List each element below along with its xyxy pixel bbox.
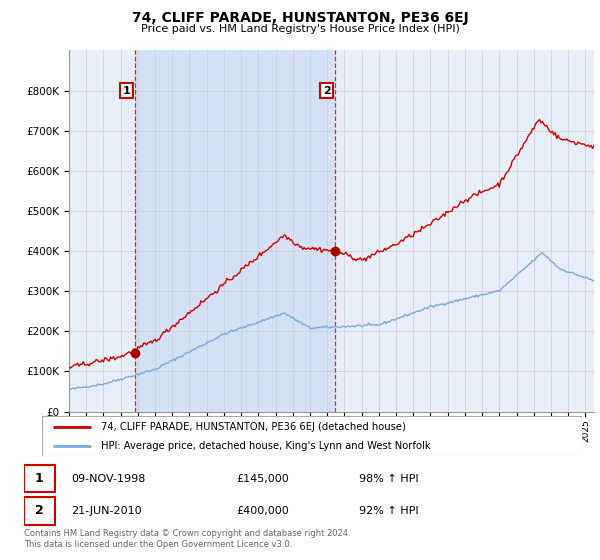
Text: 74, CLIFF PARADE, HUNSTANTON, PE36 6EJ: 74, CLIFF PARADE, HUNSTANTON, PE36 6EJ xyxy=(131,11,469,25)
Bar xyxy=(24,465,55,492)
Bar xyxy=(136,50,335,412)
Text: 1: 1 xyxy=(35,472,44,485)
Text: 92% ↑ HPI: 92% ↑ HPI xyxy=(359,506,418,516)
Text: HPI: Average price, detached house, King's Lynn and West Norfolk: HPI: Average price, detached house, King… xyxy=(101,441,431,451)
Text: Contains HM Land Registry data © Crown copyright and database right 2024.
This d: Contains HM Land Registry data © Crown c… xyxy=(24,529,350,549)
Text: Price paid vs. HM Land Registry's House Price Index (HPI): Price paid vs. HM Land Registry's House … xyxy=(140,24,460,34)
Text: 21-JUN-2010: 21-JUN-2010 xyxy=(71,506,142,516)
Text: 1: 1 xyxy=(123,86,131,96)
Text: 74, CLIFF PARADE, HUNSTANTON, PE36 6EJ (detached house): 74, CLIFF PARADE, HUNSTANTON, PE36 6EJ (… xyxy=(101,422,406,432)
Text: £400,000: £400,000 xyxy=(236,506,289,516)
Text: 09-NOV-1998: 09-NOV-1998 xyxy=(71,474,146,483)
Text: £145,000: £145,000 xyxy=(236,474,289,483)
Text: 2: 2 xyxy=(35,505,44,517)
Text: 98% ↑ HPI: 98% ↑ HPI xyxy=(359,474,418,483)
Bar xyxy=(24,497,55,525)
Text: 2: 2 xyxy=(323,86,331,96)
